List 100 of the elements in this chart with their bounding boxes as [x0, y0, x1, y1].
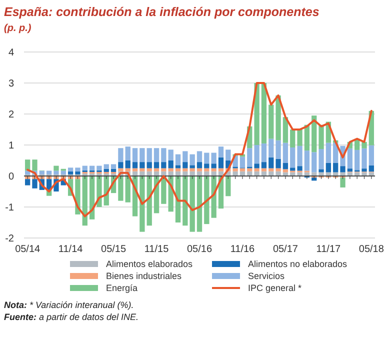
bar [312, 116, 317, 152]
bar [218, 157, 224, 168]
bar [268, 104, 274, 139]
bar [204, 152, 210, 164]
bar [25, 179, 30, 186]
bar [290, 168, 296, 171]
bar [240, 168, 246, 172]
bar [276, 171, 281, 176]
bar [182, 162, 188, 168]
bar [175, 165, 181, 168]
bar [226, 150, 231, 160]
bar [211, 171, 216, 176]
bar [318, 124, 324, 150]
x-tick-label: 05/17 [272, 244, 298, 255]
y-tick-label: -1 [5, 202, 14, 214]
bar [204, 164, 210, 168]
bar [125, 160, 130, 168]
bar [326, 142, 332, 163]
bar [297, 130, 302, 146]
bar [290, 147, 296, 168]
bar [254, 171, 260, 176]
y-tick-label: 1 [8, 140, 14, 152]
bar [110, 164, 116, 169]
bar [247, 148, 252, 167]
bar [190, 154, 195, 166]
bar [340, 178, 346, 188]
bar [182, 151, 188, 162]
bar [140, 171, 145, 176]
bar [118, 162, 124, 168]
bar [290, 130, 296, 148]
bar [204, 168, 210, 172]
bar [190, 176, 195, 232]
bar [132, 148, 138, 162]
x-tick-label: 05/16 [186, 244, 212, 255]
bar [261, 83, 267, 144]
bar [161, 148, 166, 162]
bar [254, 168, 260, 172]
bar [154, 168, 160, 172]
bar [68, 171, 74, 174]
bar [168, 160, 174, 168]
bar [304, 150, 310, 171]
y-tick-label: 2 [8, 110, 14, 120]
bar [218, 168, 224, 172]
bar [140, 176, 145, 232]
bar [125, 176, 130, 202]
bar [318, 169, 324, 172]
bar [175, 168, 181, 172]
bar [175, 154, 181, 166]
bar [276, 158, 281, 168]
bar [196, 176, 202, 232]
bar [140, 162, 145, 168]
x-tick-label: 11/17 [316, 244, 342, 255]
bar [312, 152, 317, 172]
bar [118, 168, 124, 172]
bar [347, 148, 353, 169]
bar [347, 168, 353, 172]
bar [297, 146, 302, 166]
bar [282, 117, 288, 143]
bar [276, 140, 281, 159]
bar [196, 162, 202, 168]
text: Nota: * Variación interanual (%). [4, 300, 134, 310]
bar [196, 151, 202, 162]
bar [54, 166, 59, 171]
bar [232, 168, 238, 172]
bar [140, 148, 145, 162]
bar [190, 168, 195, 172]
bar [46, 170, 52, 174]
bar [104, 168, 109, 172]
bar [110, 168, 116, 172]
bar [211, 164, 216, 168]
bar [118, 176, 124, 201]
bar [340, 166, 346, 172]
bar [333, 162, 338, 172]
bar [254, 145, 260, 164]
bar [362, 148, 367, 169]
legend-label: Energía [106, 283, 138, 293]
legend-label: IPC general * [248, 283, 302, 293]
bar [154, 148, 160, 162]
bar [104, 164, 109, 169]
bar [282, 142, 288, 163]
bar [154, 162, 160, 168]
bar [268, 157, 274, 168]
bar [161, 168, 166, 172]
bar [39, 170, 44, 174]
x-tick-label: 05/14 [15, 244, 41, 255]
bar [254, 164, 260, 168]
bar [261, 143, 267, 162]
x-tick-label: 11/16 [230, 244, 256, 255]
bar [218, 146, 224, 158]
y-tick-label: 3 [8, 78, 14, 90]
chart-title: España: contribución a la inflación por componentes [4, 5, 320, 19]
bar [89, 166, 95, 170]
source-note: Fuente: a partir de datos del INE. [4, 312, 139, 322]
bar [32, 160, 38, 171]
bar [125, 168, 130, 172]
bar [146, 162, 152, 168]
y-tick-label: 0 [8, 172, 14, 182]
line-series [26, 82, 372, 218]
bar [168, 168, 174, 172]
chart-subtitle: (p. p.) [4, 23, 32, 34]
